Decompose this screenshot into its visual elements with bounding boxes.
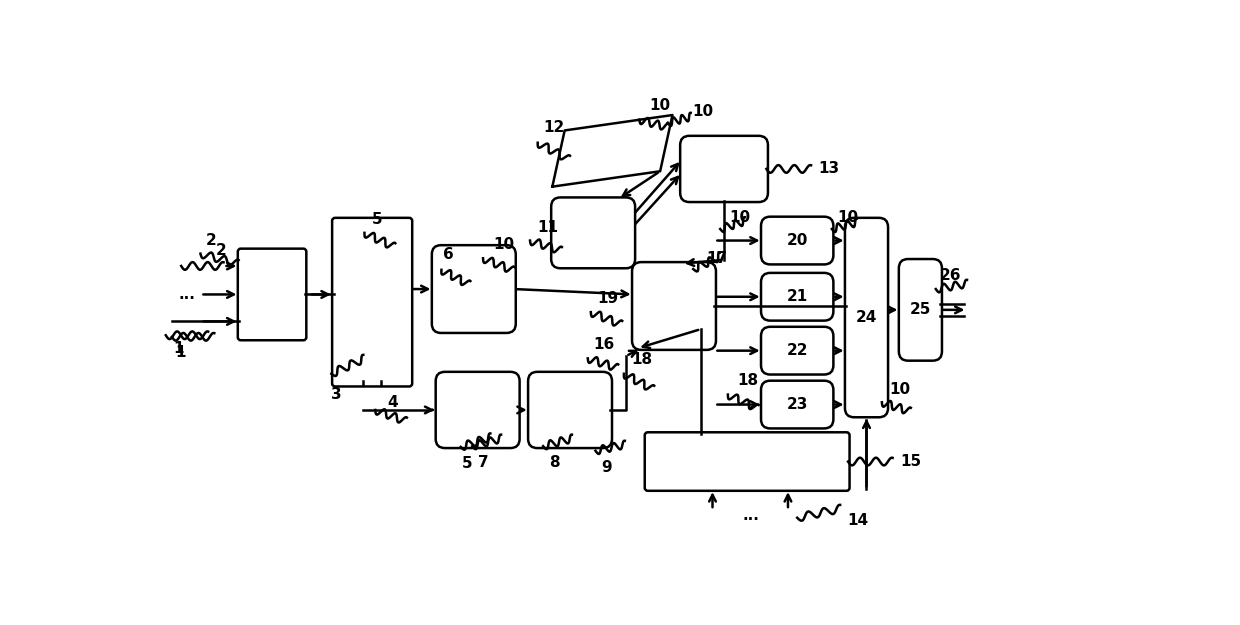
Text: 11: 11: [538, 220, 559, 235]
Text: 2: 2: [206, 233, 217, 248]
Text: 5: 5: [463, 456, 472, 471]
Text: 15: 15: [900, 454, 921, 469]
FancyBboxPatch shape: [761, 327, 833, 374]
Text: 25: 25: [910, 302, 931, 318]
Text: 23: 23: [786, 397, 808, 412]
FancyBboxPatch shape: [761, 273, 833, 321]
Text: 10: 10: [494, 237, 515, 252]
Text: 1: 1: [175, 345, 186, 360]
Text: 21: 21: [786, 289, 807, 304]
Text: 20: 20: [786, 233, 808, 248]
Text: 12: 12: [543, 120, 564, 135]
Text: ...: ...: [179, 287, 196, 302]
Text: 24: 24: [856, 310, 877, 325]
Text: 10: 10: [692, 104, 713, 119]
Text: 6: 6: [443, 247, 454, 262]
Text: 8: 8: [549, 455, 560, 470]
FancyBboxPatch shape: [899, 259, 942, 361]
Text: 7: 7: [477, 455, 489, 470]
Text: ...: ...: [743, 508, 759, 523]
FancyBboxPatch shape: [761, 217, 833, 264]
FancyBboxPatch shape: [761, 381, 833, 428]
Text: 5: 5: [372, 213, 383, 228]
Text: 16: 16: [593, 337, 614, 352]
Text: 10: 10: [729, 210, 750, 225]
Text: 22: 22: [786, 343, 808, 358]
FancyBboxPatch shape: [435, 372, 520, 448]
Text: 18: 18: [737, 373, 759, 388]
Text: 14: 14: [847, 512, 868, 528]
FancyBboxPatch shape: [332, 218, 412, 386]
FancyBboxPatch shape: [645, 432, 849, 491]
Text: 10: 10: [650, 98, 671, 113]
Text: 10: 10: [837, 210, 858, 225]
FancyBboxPatch shape: [432, 245, 516, 333]
FancyBboxPatch shape: [552, 198, 635, 268]
Text: 4: 4: [388, 395, 398, 410]
FancyBboxPatch shape: [238, 249, 306, 340]
FancyBboxPatch shape: [844, 218, 888, 418]
FancyBboxPatch shape: [632, 262, 715, 350]
Text: 3: 3: [331, 387, 342, 402]
Polygon shape: [552, 115, 672, 187]
Text: 13: 13: [818, 161, 839, 176]
FancyBboxPatch shape: [681, 136, 768, 202]
Text: 2: 2: [216, 243, 227, 258]
Text: 19: 19: [596, 291, 618, 306]
Text: 10: 10: [889, 382, 910, 397]
FancyBboxPatch shape: [528, 372, 613, 448]
Text: 1: 1: [174, 341, 184, 356]
Text: 9: 9: [601, 460, 611, 475]
Text: 18: 18: [631, 352, 652, 367]
Text: 26: 26: [940, 268, 961, 282]
Text: 17: 17: [707, 251, 728, 266]
